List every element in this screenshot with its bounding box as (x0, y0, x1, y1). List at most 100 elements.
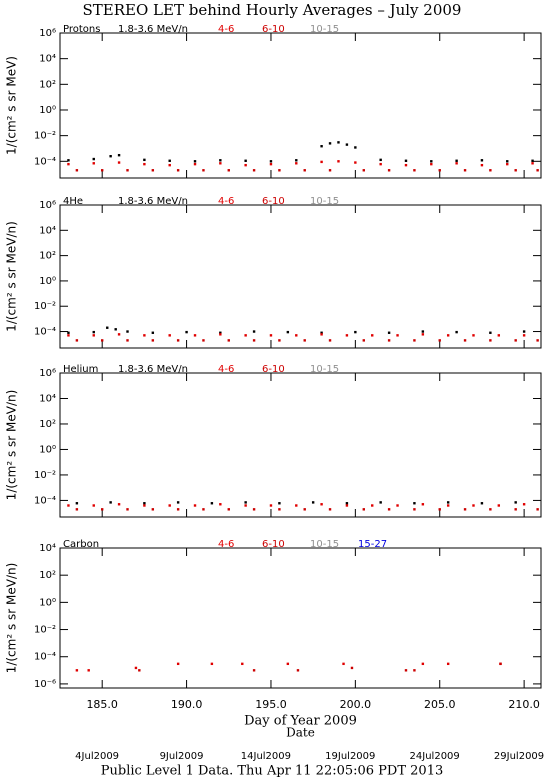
legend-entry: 6-10 (262, 24, 285, 35)
data-point (536, 508, 539, 511)
data-point (100, 169, 104, 172)
data-point (193, 504, 197, 507)
data-point (176, 169, 180, 172)
data-point (430, 162, 433, 166)
data-point (387, 331, 391, 334)
legend-entry: 4-6 (218, 196, 234, 207)
data-point (354, 161, 357, 164)
data-point (67, 159, 70, 162)
data-point (296, 669, 300, 672)
legend-entry: 1.8-3.6 MeV/n (118, 24, 188, 35)
x-tick-label: 185.0 (86, 698, 118, 711)
data-point (404, 163, 408, 167)
data-point (92, 162, 95, 165)
data-point (413, 339, 416, 342)
data-point (244, 501, 247, 504)
data-point (497, 504, 501, 507)
data-point (244, 159, 247, 162)
data-point (480, 502, 484, 505)
x-tick-label: 205.0 (424, 698, 456, 711)
y-axis-label: 1/(cm² s sr MeV/n) (5, 221, 19, 332)
data-point (151, 169, 155, 172)
data-point (100, 339, 104, 342)
date-tick-label: 19Jul2009 (325, 751, 375, 762)
data-point (126, 330, 129, 333)
data-point (92, 334, 95, 337)
y-tick-label: 10⁻² (34, 470, 56, 481)
data-point (75, 502, 79, 505)
data-point (286, 330, 290, 334)
x-tick-label: 190.0 (171, 698, 203, 711)
data-point (244, 334, 247, 337)
data-point (438, 169, 441, 172)
data-point (345, 143, 349, 146)
data-point (362, 339, 365, 342)
data-point (328, 142, 332, 145)
data-point (295, 162, 298, 165)
date-tick-label: 14Jul2009 (241, 751, 291, 762)
data-point (87, 669, 90, 672)
y-tick-label: 10⁻² (34, 625, 56, 636)
page-title: STEREO LET behind Hourly Averages – July… (83, 1, 462, 19)
legend-entry: 10-15 (310, 196, 339, 207)
data-point (413, 169, 416, 172)
data-point (219, 333, 222, 336)
data-point (269, 162, 273, 166)
data-point (168, 163, 171, 167)
data-point (506, 162, 509, 166)
data-point (354, 146, 357, 149)
plot-frame (59, 204, 542, 349)
y-tick-label: 10⁶ (39, 28, 56, 39)
data-point (379, 162, 382, 166)
data-point (126, 339, 129, 342)
legend-entry: 4-6 (218, 364, 234, 375)
panel-label: Helium (63, 364, 98, 375)
x-tick-label: 210.0 (508, 698, 540, 711)
data-point (117, 153, 121, 157)
data-point (345, 504, 349, 507)
data-point (210, 502, 214, 505)
y-tick-label: 10⁻² (34, 301, 56, 312)
data-point (252, 330, 256, 333)
data-point (202, 508, 205, 511)
data-point (387, 169, 391, 172)
data-point (227, 508, 230, 511)
data-point (252, 169, 256, 172)
data-point (413, 669, 416, 672)
data-point (143, 504, 146, 507)
legend-entry: 10-15 (310, 539, 339, 550)
data-point (354, 330, 357, 334)
data-point (295, 334, 298, 337)
legend-entry: 4-6 (218, 539, 234, 550)
data-point (151, 339, 155, 342)
data-point (337, 141, 340, 144)
data-point (126, 169, 129, 172)
y-tick-label: 10⁴ (39, 543, 56, 554)
data-point (185, 330, 188, 334)
data-point (342, 662, 345, 666)
data-point (210, 662, 214, 666)
data-point (75, 669, 79, 672)
data-point (219, 503, 222, 506)
data-point (168, 159, 171, 162)
data-point (241, 662, 244, 666)
data-point (480, 159, 484, 162)
y-tick-label: 10⁻⁶ (34, 679, 56, 690)
data-point (413, 502, 416, 505)
footer: Public Level 1 Data. Thu Apr 11 22:05:06… (101, 764, 444, 779)
data-point (489, 339, 492, 342)
data-point (421, 662, 425, 666)
data-point (176, 501, 180, 504)
data-point (536, 339, 539, 342)
data-point (143, 158, 146, 162)
x-axis-label: Day of Year 2009 (244, 714, 357, 729)
data-point (446, 334, 450, 337)
data-point (92, 330, 95, 334)
data-point (67, 334, 70, 337)
data-point (143, 502, 146, 505)
data-point (531, 162, 534, 165)
data-point (489, 331, 492, 334)
data-point (396, 334, 399, 337)
data-point (536, 169, 539, 172)
data-point (151, 508, 155, 511)
